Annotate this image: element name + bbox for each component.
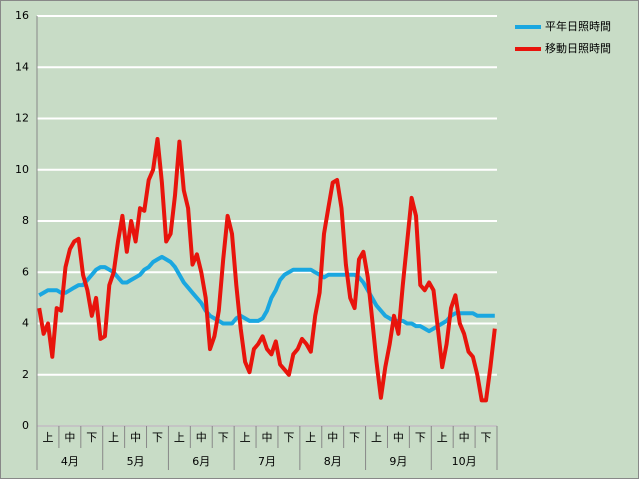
y-tick-label: 16 xyxy=(15,9,29,22)
series-line xyxy=(37,137,497,403)
x-tick-label: 上 xyxy=(108,431,119,444)
month-label: 5月 xyxy=(127,455,145,468)
month-label: 7月 xyxy=(258,455,276,468)
month-label: 10月 xyxy=(452,455,477,468)
x-tick-label: 中 xyxy=(64,431,75,444)
month-label: 9月 xyxy=(389,455,407,468)
y-tick-label: 2 xyxy=(22,368,29,381)
y-tick-label: 6 xyxy=(22,265,29,278)
legend-label: 移動日照時間 xyxy=(545,41,611,55)
x-tick-label: 中 xyxy=(393,431,404,444)
x-tick-label: 上 xyxy=(371,431,382,444)
x-tick-label: 上 xyxy=(174,431,185,444)
x-tick-label: 中 xyxy=(196,431,207,444)
x-tick-label: 上 xyxy=(305,431,316,444)
x-tick-label: 下 xyxy=(86,431,97,444)
x-tick-label: 下 xyxy=(283,431,294,444)
y-tick-label: 10 xyxy=(15,163,29,176)
x-tick-label: 中 xyxy=(130,431,141,444)
y-tick-label: 4 xyxy=(22,317,29,330)
legend-label: 平年日照時間 xyxy=(545,19,611,33)
x-tick-label: 上 xyxy=(437,431,448,444)
month-label: 6月 xyxy=(192,455,210,468)
x-tick-label: 下 xyxy=(152,431,163,444)
x-tick-label: 上 xyxy=(42,431,53,444)
month-label: 8月 xyxy=(324,455,342,468)
x-tick-label: 下 xyxy=(415,431,426,444)
x-tick-label: 中 xyxy=(459,431,470,444)
x-tick-label: 下 xyxy=(481,431,492,444)
x-tick-label: 中 xyxy=(262,431,273,444)
y-tick-label: 12 xyxy=(15,112,29,125)
y-tick-label: 14 xyxy=(15,60,29,73)
x-tick-label: 下 xyxy=(349,431,360,444)
month-label: 4月 xyxy=(61,455,79,468)
x-tick-label: 下 xyxy=(218,431,229,444)
y-tick-label: 0 xyxy=(22,419,29,432)
y-tick-label: 8 xyxy=(22,214,29,227)
x-tick-label: 上 xyxy=(240,431,251,444)
x-tick-label: 中 xyxy=(327,431,338,444)
